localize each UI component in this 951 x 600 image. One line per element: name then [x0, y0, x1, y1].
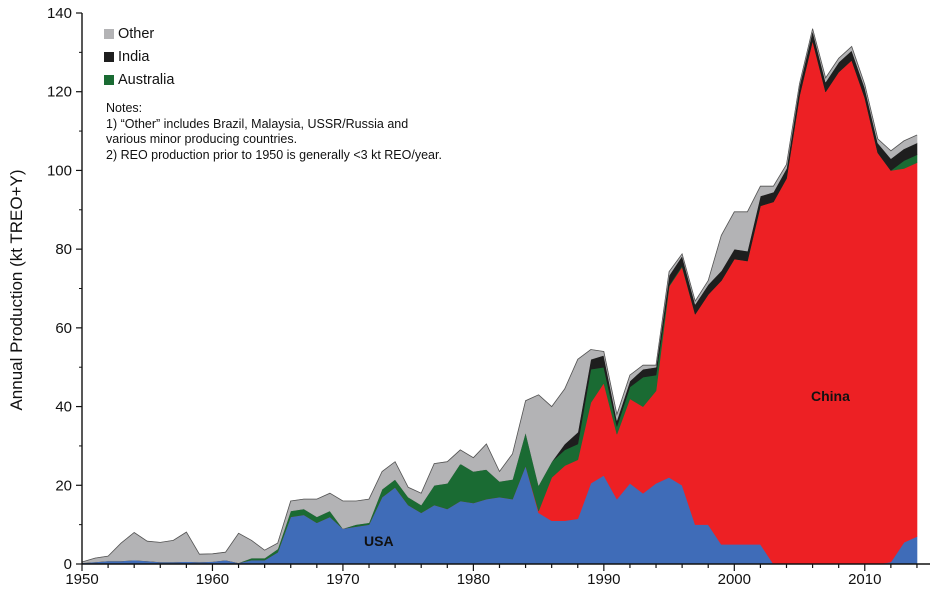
legend: Other India Australia [104, 22, 174, 91]
legend-label-other: Other [118, 25, 155, 42]
legend-item-other: Other [104, 22, 174, 45]
legend-label-australia: Australia [118, 71, 175, 88]
notes-heading: Notes: [106, 101, 143, 115]
x-tick-label-1990: 1990 [587, 571, 620, 588]
y-tick-label-20: 20 [55, 477, 72, 494]
y-tick-label-120: 120 [47, 84, 72, 101]
x-tick-label-1960: 1960 [196, 571, 229, 588]
x-tick-label-1980: 1980 [457, 571, 490, 588]
axes: 0 20 40 60 80 100 120 140 1950 1960 1970 1980 1990 20… [47, 5, 930, 588]
legend-item-australia: Australia [104, 68, 174, 91]
legend-swatch-india [104, 51, 114, 62]
notes-line-3: 2) REO production prior to 1950 is gener… [106, 147, 442, 162]
area-layers [81, 28, 918, 565]
legend-swatch-australia [104, 74, 114, 85]
notes: Notes: 1) “Other” includes Brazil, Malay… [106, 101, 442, 163]
x-tick-label-2010: 2010 [848, 571, 881, 588]
y-tick-label-140: 140 [47, 5, 72, 22]
region-label-usa: USA [364, 533, 394, 549]
notes-line-1: 1) “Other” includes Brazil, Malaysia, US… [106, 116, 409, 131]
legend-item-india: India [104, 45, 174, 68]
region-label-china: China [811, 388, 850, 404]
y-tick-label-100: 100 [47, 162, 72, 179]
x-tick-label-2000: 2000 [718, 571, 751, 588]
x-tick-label-1970: 1970 [326, 571, 359, 588]
notes-line-2: various minor producing countries. [106, 132, 298, 147]
x-tick-label-1950: 1950 [65, 571, 98, 588]
y-tick-label-60: 60 [55, 320, 72, 337]
y-axis-label: Annual Production (kt TREO+Y) [7, 169, 26, 411]
legend-swatch-other [104, 28, 114, 39]
y-tick-label-80: 80 [55, 241, 72, 258]
stack-top-outline [81, 28, 918, 563]
y-tick-label-40: 40 [55, 399, 72, 416]
legend-label-india: India [118, 48, 150, 65]
y-tick-label-0: 0 [64, 556, 72, 573]
